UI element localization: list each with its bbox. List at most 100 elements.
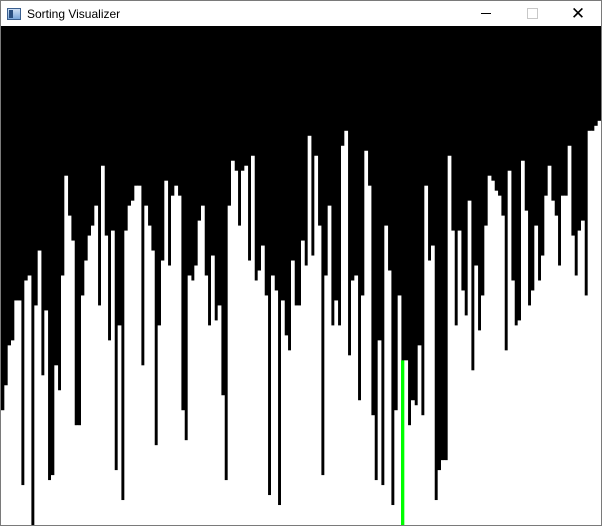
bar xyxy=(34,305,39,525)
bar xyxy=(587,130,592,525)
bar xyxy=(297,305,302,525)
bar xyxy=(334,300,339,525)
close-button[interactable]: ✕ xyxy=(570,3,586,23)
bar xyxy=(137,185,142,525)
bar xyxy=(181,410,185,525)
bar xyxy=(481,295,485,525)
bar xyxy=(301,240,305,525)
bar xyxy=(584,295,589,525)
bar xyxy=(24,280,29,525)
bar xyxy=(561,195,565,525)
bar xyxy=(94,205,99,525)
bar xyxy=(41,375,45,525)
bar xyxy=(514,325,519,525)
bar xyxy=(251,155,255,525)
bar xyxy=(327,205,332,525)
bar xyxy=(534,225,539,525)
bar xyxy=(151,250,155,525)
bar xyxy=(147,225,152,525)
bar xyxy=(467,200,472,525)
bar xyxy=(484,225,489,525)
bar xyxy=(397,295,402,525)
bar xyxy=(64,175,69,525)
bar xyxy=(144,205,149,525)
bar xyxy=(164,180,169,525)
bar xyxy=(414,405,419,525)
bar xyxy=(321,475,325,525)
bar xyxy=(434,500,439,525)
maximize-button[interactable] xyxy=(509,1,555,26)
bar xyxy=(121,500,125,525)
bar xyxy=(511,280,515,525)
bar xyxy=(424,185,429,525)
bar xyxy=(331,325,335,525)
bar xyxy=(11,340,15,525)
bar xyxy=(14,300,19,525)
bar xyxy=(494,190,499,525)
bar xyxy=(214,320,219,525)
visualizer-canvas xyxy=(1,26,601,525)
bar xyxy=(437,470,442,525)
bar xyxy=(407,425,412,525)
bar xyxy=(524,210,529,525)
bar xyxy=(111,230,115,525)
minimize-button[interactable] xyxy=(463,1,509,26)
bar xyxy=(37,250,42,525)
bar xyxy=(57,390,62,525)
bar xyxy=(444,460,449,525)
bar xyxy=(47,480,52,525)
bar xyxy=(377,340,382,525)
bar xyxy=(367,185,372,525)
bar xyxy=(527,305,532,525)
bar xyxy=(344,130,349,525)
bar xyxy=(571,235,575,525)
bar xyxy=(371,415,375,525)
bar xyxy=(261,245,265,525)
app-window-icon xyxy=(7,7,21,20)
bar xyxy=(431,245,435,525)
bar xyxy=(497,195,502,525)
bar xyxy=(544,195,549,525)
bar xyxy=(267,495,272,525)
bar xyxy=(361,295,365,525)
bar xyxy=(167,265,172,525)
bar xyxy=(134,185,139,525)
bar xyxy=(191,280,195,525)
bar xyxy=(217,305,222,525)
bar xyxy=(477,330,482,525)
bar xyxy=(391,505,395,525)
bar xyxy=(537,280,542,525)
bar xyxy=(597,120,601,525)
bars-chart xyxy=(1,26,601,525)
bar xyxy=(364,150,369,525)
bar xyxy=(7,345,12,525)
bar xyxy=(464,315,469,525)
bar xyxy=(197,220,202,525)
bar xyxy=(177,195,182,525)
bar xyxy=(427,260,432,525)
bar xyxy=(314,155,319,525)
bar xyxy=(171,195,175,525)
bar xyxy=(307,135,312,525)
bar xyxy=(351,280,355,525)
bar xyxy=(174,185,179,525)
bar xyxy=(551,200,555,525)
title-bar[interactable]: Sorting Visualizer ✕ xyxy=(1,1,601,26)
bar xyxy=(457,230,462,525)
bar xyxy=(281,300,285,525)
bar xyxy=(581,220,585,525)
bar xyxy=(1,410,5,525)
bar xyxy=(507,170,512,525)
bar xyxy=(501,215,505,525)
bar xyxy=(131,200,135,525)
bar xyxy=(154,445,159,525)
bar xyxy=(341,145,345,525)
bar xyxy=(381,485,385,525)
bar xyxy=(74,425,79,525)
bar xyxy=(77,425,82,525)
bar xyxy=(521,160,525,525)
bar xyxy=(284,335,289,525)
bar xyxy=(244,165,249,525)
bar xyxy=(421,415,425,525)
bar xyxy=(207,325,212,525)
